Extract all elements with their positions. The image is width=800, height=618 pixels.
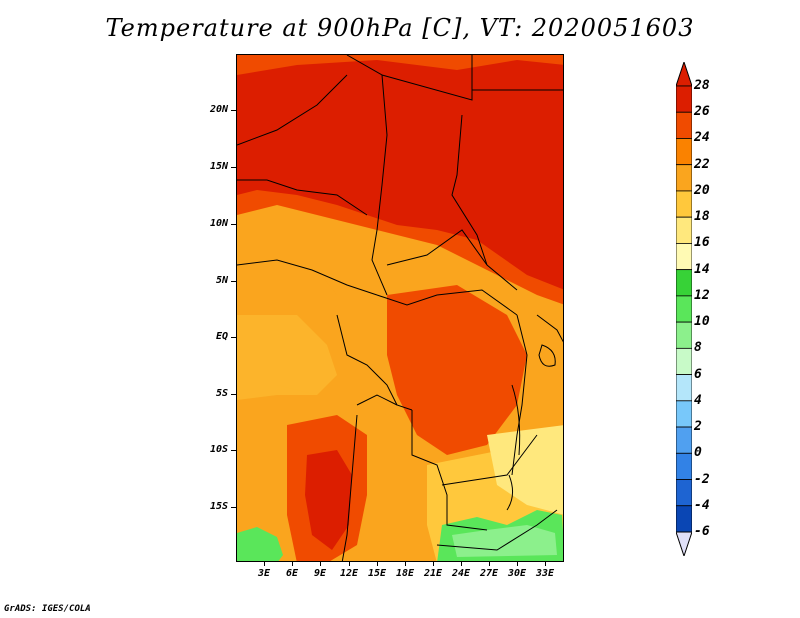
colorbar-box: [676, 85, 692, 113]
lon-label-18e: 18E: [395, 568, 415, 579]
cooler-region-west: [237, 260, 387, 415]
lon-label-24e: 24E: [451, 568, 471, 579]
lat-label-15s: 15S: [209, 501, 228, 512]
lat-tick: [231, 281, 236, 282]
colorbar-label: 18: [694, 209, 710, 225]
colorbar-label: 0: [694, 445, 702, 461]
lat-label-10s: 10S: [209, 444, 228, 455]
colorbar-box: [676, 164, 692, 192]
colorbar-box: [676, 400, 692, 428]
colorbar-label: 6: [694, 366, 702, 382]
lon-label-6e: 6E: [285, 568, 299, 579]
lon-label-33e: 33E: [535, 568, 555, 579]
lat-tick: [231, 337, 236, 338]
lat-label-5s: 5S: [215, 388, 228, 399]
lat-tick: [231, 110, 236, 111]
colorbar-box: [676, 216, 692, 244]
lat-label-15n: 15N: [209, 161, 228, 172]
colorbar-box: [676, 243, 692, 271]
colorbar-box: [676, 190, 692, 218]
mild-region-southeast: [487, 425, 563, 515]
colorbar-label: 24: [694, 130, 710, 146]
colorbar-label: -6: [694, 524, 710, 539]
colorbar-label: 4: [694, 392, 702, 408]
hottest-region-north: [237, 60, 563, 290]
lat-tick: [231, 394, 236, 395]
colorbar-label: 16: [694, 235, 710, 251]
colorbar-label: -2: [694, 471, 710, 487]
colorbar-top-arrow: [676, 62, 692, 87]
lon-label-15e: 15E: [367, 568, 387, 579]
grads-credit: GrADS: IGES/COLA: [4, 604, 91, 614]
lon-label-3e: 3E: [257, 568, 271, 579]
colorbar-box: [676, 505, 692, 533]
colorbar-label: -4: [694, 497, 710, 513]
colorbar-label: 10: [694, 314, 710, 330]
lon-tick: [517, 562, 518, 566]
colorbar-box: [676, 426, 692, 454]
colorbar-box: [676, 321, 692, 349]
colorbar-box: [676, 138, 692, 166]
lon-label-12e: 12E: [339, 568, 359, 579]
lat-label-5n: 5N: [215, 275, 228, 286]
lon-label-27e: 27E: [479, 568, 499, 579]
lat-tick: [231, 450, 236, 451]
lat-label-20n: 20N: [209, 104, 228, 115]
lon-tick: [377, 562, 378, 566]
lon-tick: [405, 562, 406, 566]
colorbar-box: [676, 347, 692, 375]
lon-label-9e: 9E: [313, 568, 327, 579]
colorbar-label: 8: [694, 340, 702, 356]
temperature-map: [236, 54, 564, 562]
lat-tick: [231, 507, 236, 508]
colorbar-label: 2: [694, 419, 702, 435]
colorbar-box: [676, 374, 692, 402]
colorbar-label: 14: [694, 261, 710, 277]
lon-label-30e: 30E: [507, 568, 527, 579]
colorbar-label: 26: [694, 104, 710, 120]
lon-label-21e: 21E: [423, 568, 443, 579]
colorbar-box: [676, 111, 692, 139]
colorbar-box: [676, 452, 692, 480]
lon-tick: [461, 562, 462, 566]
colorbar-bottom-arrow: [676, 531, 692, 556]
cool-patch-southwest: [237, 527, 283, 561]
colorbar: [676, 62, 692, 556]
lon-tick: [545, 562, 546, 566]
lon-tick: [320, 562, 321, 566]
lat-tick: [231, 224, 236, 225]
colorbar-label: 20: [694, 182, 710, 198]
hot-region-southwest-core: [305, 450, 352, 550]
country-borders: [237, 55, 563, 561]
colorbar-box: [676, 295, 692, 323]
lon-tick: [433, 562, 434, 566]
colorbar-box: [676, 479, 692, 507]
colorbar-box: [676, 269, 692, 297]
lat-tick: [231, 167, 236, 168]
lon-tick: [264, 562, 265, 566]
colorbar-label: 22: [694, 156, 710, 172]
hot-region-central: [387, 285, 527, 455]
lakes: [506, 344, 556, 511]
map-title: Temperature at 900hPa [C], VT: 202005160…: [105, 14, 695, 42]
colorbar-label: 12: [694, 287, 710, 303]
cool-patch-southeast-light: [452, 525, 557, 557]
atlantic-region: [237, 315, 337, 400]
lon-tick: [489, 562, 490, 566]
lon-tick: [292, 562, 293, 566]
colorbar-label: 28: [694, 78, 710, 93]
lat-label-10n: 10N: [209, 218, 228, 229]
lat-label-eq: EQ: [215, 331, 228, 342]
lon-tick: [349, 562, 350, 566]
